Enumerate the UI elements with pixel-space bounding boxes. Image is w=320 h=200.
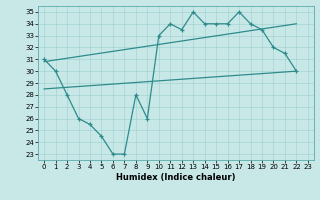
X-axis label: Humidex (Indice chaleur): Humidex (Indice chaleur) (116, 173, 236, 182)
